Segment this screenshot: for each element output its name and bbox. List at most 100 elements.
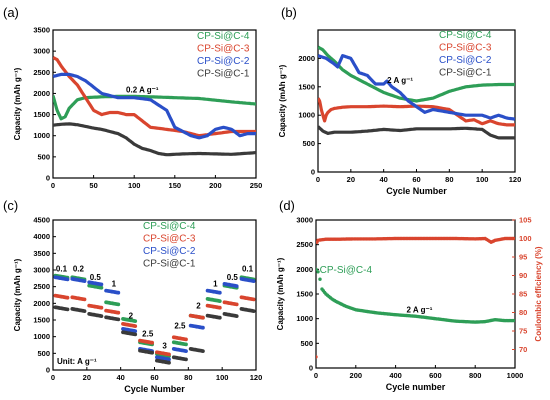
y-tick-label: 2000 bbox=[298, 54, 315, 63]
y-tick-label: 0 bbox=[46, 366, 50, 375]
series-cp-si-c-1-point bbox=[251, 309, 256, 313]
legend-entry: CP-Si@C-2 bbox=[439, 55, 492, 66]
panel-label: (c) bbox=[3, 198, 18, 213]
series-cp-si-c-3-point bbox=[99, 305, 104, 310]
y-tick-label: 2500 bbox=[296, 240, 313, 249]
x-tick-label: 400 bbox=[389, 371, 402, 380]
y-tick-label: 2500 bbox=[33, 282, 50, 291]
series-cp-si-c-2-line bbox=[318, 54, 515, 121]
series-cp-si-c-4-point bbox=[116, 302, 121, 307]
panel-label: (d) bbox=[279, 198, 295, 213]
panel-b: (b) 0 20 40 60 80 100 120 0 500 1000 1500 2000 Cycle … bbox=[278, 5, 521, 196]
series-cp-si-c-2-point bbox=[184, 349, 188, 353]
x-tick-label: 120 bbox=[509, 175, 522, 184]
y-right-tick-label: 85 bbox=[519, 290, 527, 299]
y-tick-label: 3000 bbox=[33, 266, 50, 275]
x-axis-label: Cycle Number bbox=[386, 186, 447, 196]
y-right-tick-label: 100 bbox=[519, 234, 532, 243]
legend-entry: CP-Si@C-3 bbox=[439, 43, 492, 54]
x-tick-label: 100 bbox=[128, 181, 141, 190]
y-tick-label: 1500 bbox=[33, 316, 50, 325]
y-tick-label: 1000 bbox=[33, 332, 50, 341]
y-right-tick-label: 95 bbox=[519, 253, 527, 262]
series-cp-si-c-1-point bbox=[217, 315, 222, 320]
y-tick-label: 4000 bbox=[33, 232, 50, 241]
y-tick-label: 0 bbox=[46, 174, 50, 183]
y-tick-label: 3000 bbox=[33, 47, 50, 56]
y-right-axis-label: Coulombic efficiency (%) bbox=[534, 246, 543, 341]
series-cp-si-c-3-point bbox=[234, 302, 239, 307]
rate-label: 0.5 bbox=[90, 273, 102, 282]
rate-label: 2.5 bbox=[174, 321, 186, 330]
series-coulombic-efficiency-point bbox=[511, 236, 515, 241]
x-axis-label: Cycle number bbox=[386, 382, 446, 392]
x-tick-label: 20 bbox=[83, 373, 91, 382]
series-cp-si-c-4-capacity-point bbox=[316, 270, 320, 274]
series-cp-si-c-3-point bbox=[201, 315, 205, 320]
legend-entry: CP-Si@C-3 bbox=[143, 234, 196, 245]
series-cp-si-c-2-point bbox=[65, 277, 70, 282]
rate-label: 0.2 bbox=[73, 265, 85, 274]
y-tick-label: 0 bbox=[309, 364, 313, 373]
y-right-tick-label: 105 bbox=[519, 216, 532, 225]
y-tick-label: 4500 bbox=[33, 216, 50, 225]
series-cp-si-c-3-point bbox=[251, 297, 256, 302]
series-cp-si-c-2-point bbox=[234, 284, 239, 288]
y-right-tick-label: 75 bbox=[519, 327, 527, 336]
series-cp-si-c-4-line bbox=[318, 45, 515, 103]
legend-entry: CP-Si@C-1 bbox=[143, 259, 196, 270]
x-tick-label: 40 bbox=[116, 373, 124, 382]
y-right-tick-label: 70 bbox=[519, 345, 527, 354]
rate-label: 2 bbox=[129, 311, 134, 320]
series-cp-si-c-4-line bbox=[53, 94, 256, 121]
y-tick-label: 2500 bbox=[33, 68, 50, 77]
y-axis-label: Capacity (mAh g⁻¹) bbox=[278, 64, 287, 137]
y-tick-label: 500 bbox=[302, 139, 315, 148]
x-tick-label: 80 bbox=[445, 175, 453, 184]
x-tick-label: 0 bbox=[51, 373, 55, 382]
y-tick-label: 1500 bbox=[296, 290, 313, 299]
series-cp-si-c-4-capacity-point bbox=[316, 267, 318, 271]
plot-frame bbox=[315, 219, 516, 369]
x-tick-label: 60 bbox=[412, 175, 420, 184]
y-tick-label: 1000 bbox=[298, 111, 315, 120]
x-axis-label: Cycle Number bbox=[124, 384, 185, 394]
legend-entry: CP-Si@C-4 bbox=[143, 221, 196, 232]
rate-label: 2.5 bbox=[142, 330, 154, 339]
rate-label: 0.1 bbox=[56, 265, 68, 274]
x-tick-label: 600 bbox=[429, 371, 442, 380]
x-tick-label: 200 bbox=[209, 181, 222, 190]
series-cp-si-c-1-point bbox=[184, 357, 188, 362]
y-tick-label: 500 bbox=[300, 339, 313, 348]
y-tick-label: 500 bbox=[37, 152, 50, 161]
legend-entry: CP-Si@C-3 bbox=[197, 44, 250, 55]
y-tick-label: 2000 bbox=[33, 299, 50, 308]
y-right-tick-label: 90 bbox=[519, 271, 527, 280]
x-tick-label: 0 bbox=[51, 181, 55, 190]
x-tick-label: 20 bbox=[347, 175, 355, 184]
annotation: 0.2 A g⁻¹ bbox=[126, 86, 159, 95]
x-tick-label: 50 bbox=[89, 181, 97, 190]
y-right-tick-label: 80 bbox=[519, 308, 527, 317]
y-tick-label: 0 bbox=[311, 168, 315, 177]
series-cp-si-c-1-point bbox=[167, 360, 171, 365]
series-cp-si-c-3-point bbox=[217, 305, 222, 310]
y-tick-label: 3500 bbox=[33, 249, 50, 258]
legend-entry: CP-Si@C-2 bbox=[143, 246, 196, 257]
series-cp-si-c-3-point bbox=[116, 310, 121, 315]
legend-entry: CP-Si@C-2 bbox=[197, 56, 250, 67]
series-cp-si-c-3-point bbox=[133, 324, 138, 328]
y-tick-label: 500 bbox=[37, 349, 50, 358]
x-tick-label: 40 bbox=[379, 175, 387, 184]
series-cp-si-c-2-point bbox=[99, 282, 104, 287]
series-cp-si-c-1-point bbox=[82, 309, 87, 313]
series-cp-si-c-3-point bbox=[184, 337, 188, 342]
series-cp-si-c-2-point bbox=[133, 329, 138, 333]
x-tick-label: 150 bbox=[169, 181, 182, 190]
y-tick-label: 1000 bbox=[33, 131, 50, 140]
series-cp-si-c-3-point bbox=[167, 352, 171, 357]
rate-label: 0.1 bbox=[242, 265, 254, 274]
y-tick-label: 1000 bbox=[296, 314, 313, 323]
y-axis-label: Capacity (mAh g⁻¹) bbox=[276, 257, 285, 330]
